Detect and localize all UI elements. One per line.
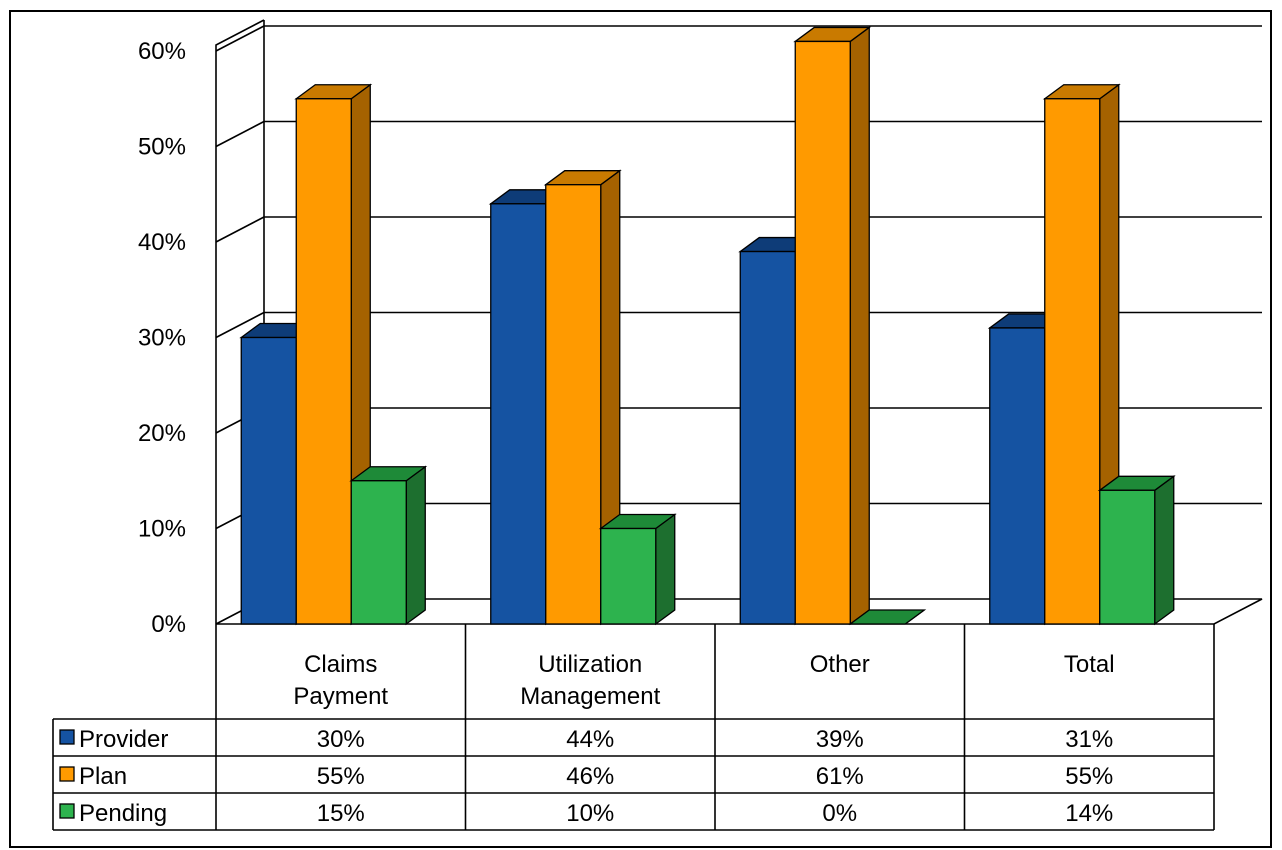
category-label: Claims [304,651,377,678]
gridline-left-wall [215,216,265,243]
legend-swatch [59,766,75,782]
y-tick-label: 40% [138,229,186,256]
y-tick-label: 10% [138,516,186,543]
table-cell: 15% [317,800,365,827]
data-table: Claims Payment Utilization Management Other T… [52,624,1215,831]
bars [239,26,1176,626]
bar-front [1044,98,1101,625]
table-cell: 46% [566,763,614,790]
gridline-left-wall [215,25,265,52]
y-tick-label: 30% [138,325,186,352]
bar-side [1154,475,1175,626]
bar-pending-3 [1097,475,1176,626]
bar-front [350,480,407,625]
table-cell: 39% [816,726,864,753]
bar-pending-2 [848,609,927,625]
category-label: Total [1064,651,1115,678]
legend-swatch [59,803,75,819]
gridline-left-wall [215,311,265,339]
legend-label: Provider [79,726,168,753]
bar-front [600,527,657,625]
gridline-left-wall [215,120,265,148]
y-tick-label: 20% [138,420,186,447]
bar-pending-1 [598,513,677,626]
bar-front [295,98,352,625]
bar-front [240,336,297,625]
table-cell: 55% [317,763,365,790]
table-cell: 31% [1065,726,1113,753]
table-cell: 10% [566,800,614,827]
y-axis-ticks: 0% 10% 20% 30% 40% 50% 60% [138,38,186,638]
table-cell: 0% [822,800,857,827]
bar-pending-0 [349,465,428,626]
table-cell: 44% [566,726,614,753]
bar-plan-0 [294,83,373,626]
bar-side [849,26,870,626]
bar-side [405,465,426,626]
table-cell: 14% [1065,800,1113,827]
chart-frame: 0% 10% 20% 30% 40% 50% 60% Claims Payment Utiliz… [9,10,1272,848]
bar-front [794,40,851,625]
bar-top [848,609,927,625]
table-cell: 61% [816,763,864,790]
legend-swatch [59,729,75,745]
bar-plan-2 [793,26,872,626]
y-tick-label: 60% [138,38,186,65]
bar-front [739,250,796,625]
y-tick-label: 0% [151,611,186,638]
legend-label: Plan [79,763,127,790]
y-tick-label: 50% [138,134,186,161]
left-wall-edge [215,19,265,624]
bar-front [1099,489,1156,625]
category-label: Other [810,651,870,678]
table-cell: 30% [317,726,365,753]
category-label: Management [520,683,660,710]
table-cell: 55% [1065,763,1113,790]
bar-front [989,327,1046,625]
category-label: Payment [293,683,388,710]
bar-side [655,513,676,626]
bar-chart: 0% 10% 20% 30% 40% 50% 60% Claims Payment Utiliz… [52,19,1263,831]
bar-front [490,203,547,625]
bar-front [545,184,602,625]
category-label: Utilization [538,651,642,678]
legend-label: Pending [79,800,167,827]
